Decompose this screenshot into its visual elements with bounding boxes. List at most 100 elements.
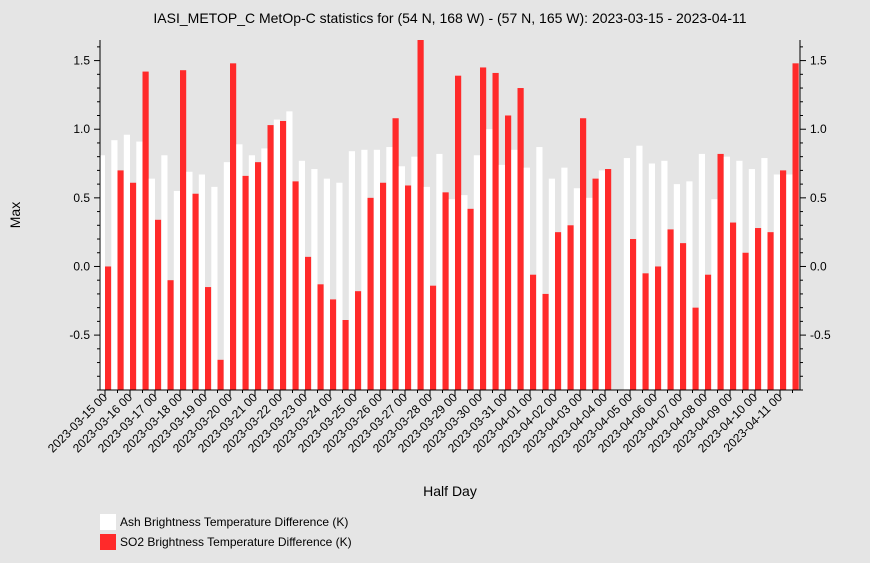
so2-bar bbox=[230, 63, 237, 390]
so2-bar bbox=[180, 70, 187, 390]
ash-bar bbox=[198, 174, 205, 390]
ash-bar bbox=[536, 147, 543, 390]
so2-bar bbox=[692, 307, 699, 390]
y-tick-label-right: 1.0 bbox=[810, 122, 827, 136]
ash-bar bbox=[136, 141, 143, 390]
so2-bar bbox=[355, 291, 362, 390]
so2-bar bbox=[430, 285, 437, 390]
so2-bar bbox=[717, 153, 724, 390]
so2-bar bbox=[255, 162, 262, 390]
ash-bar bbox=[723, 156, 730, 390]
ash-bar bbox=[186, 171, 193, 390]
so2-bar bbox=[542, 293, 549, 390]
so2-bar bbox=[217, 359, 224, 390]
ash-bar bbox=[586, 197, 593, 390]
ash-bar bbox=[548, 178, 555, 390]
ash-bar bbox=[298, 160, 305, 390]
so2-bar bbox=[455, 75, 462, 390]
so2-bar bbox=[480, 67, 487, 390]
so2-bar bbox=[317, 284, 324, 390]
so2-bar bbox=[730, 222, 737, 390]
so2-bar bbox=[580, 118, 587, 391]
ash-bar bbox=[336, 182, 343, 390]
ash-bar bbox=[98, 155, 105, 390]
ash-bar bbox=[386, 147, 393, 390]
x-axis-label: Half Day bbox=[423, 483, 477, 499]
so2-bar bbox=[655, 266, 662, 390]
ash-bar bbox=[448, 199, 455, 390]
ash-bar bbox=[673, 184, 680, 390]
ash-bar bbox=[123, 134, 130, 390]
ash-bar bbox=[161, 155, 168, 390]
ash-bar bbox=[511, 149, 518, 390]
so2-bar bbox=[330, 299, 337, 390]
ash-bar bbox=[648, 163, 655, 390]
legend-label-so2: SO2 Brightness Temperature Difference (K… bbox=[120, 535, 352, 549]
ash-bar bbox=[286, 111, 293, 391]
ash-bar bbox=[636, 145, 643, 390]
ash-bar bbox=[698, 153, 705, 390]
legend-swatch-ash bbox=[100, 514, 116, 530]
so2-bar bbox=[342, 320, 349, 390]
ash-bar bbox=[748, 169, 755, 390]
ash-bar bbox=[273, 119, 280, 391]
ash-bar bbox=[398, 166, 405, 390]
ash-bar bbox=[473, 155, 480, 390]
ash-bar bbox=[261, 148, 268, 390]
so2-bar bbox=[105, 266, 112, 390]
so2-bar bbox=[442, 192, 449, 390]
legend-item-so2: SO2 Brightness Temperature Difference (K… bbox=[100, 532, 352, 552]
ash-bar bbox=[311, 169, 318, 390]
ash-bar bbox=[148, 178, 155, 390]
so2-bar bbox=[267, 125, 274, 390]
y-tick-label-left: 0.5 bbox=[73, 191, 90, 205]
legend: Ash Brightness Temperature Difference (K… bbox=[100, 512, 352, 552]
so2-bar bbox=[505, 115, 512, 391]
y-tick-label-left: -0.5 bbox=[69, 328, 90, 342]
so2-bar bbox=[242, 175, 249, 390]
ash-bar bbox=[436, 153, 443, 390]
y-tick-label-left: 1.0 bbox=[73, 122, 90, 136]
ash-bar bbox=[573, 188, 580, 390]
so2-bar bbox=[155, 219, 162, 390]
y-axis-label: Max bbox=[7, 202, 23, 228]
y-tick-label-left: 1.5 bbox=[73, 54, 90, 68]
so2-bar bbox=[367, 197, 374, 390]
ash-bar bbox=[223, 162, 230, 390]
so2-bar bbox=[130, 182, 137, 390]
ash-bar bbox=[486, 129, 493, 390]
ash-bar bbox=[236, 144, 243, 390]
so2-bar bbox=[530, 274, 537, 390]
ash-bar bbox=[561, 167, 568, 390]
ash-bar bbox=[523, 167, 530, 390]
so2-bar bbox=[642, 273, 649, 390]
y-tick-label-right: 0.5 bbox=[810, 191, 827, 205]
ash-bar bbox=[423, 186, 430, 390]
ash-bar bbox=[248, 155, 255, 390]
so2-bar bbox=[380, 182, 387, 390]
ash-bar bbox=[111, 140, 118, 390]
so2-bar bbox=[517, 88, 524, 390]
so2-bar bbox=[142, 71, 149, 390]
so2-bar bbox=[392, 118, 399, 391]
so2-bar bbox=[755, 228, 762, 390]
so2-bar bbox=[630, 239, 637, 390]
ash-bar bbox=[761, 158, 768, 390]
ash-bar bbox=[686, 181, 693, 390]
so2-bar bbox=[667, 229, 674, 390]
so2-bar bbox=[680, 243, 687, 390]
legend-item-ash: Ash Brightness Temperature Difference (K… bbox=[100, 512, 352, 532]
ash-bar bbox=[323, 178, 330, 390]
ash-bar bbox=[711, 199, 718, 390]
ash-bar bbox=[498, 164, 505, 390]
so2-bar bbox=[742, 252, 749, 390]
ash-bar bbox=[211, 186, 218, 390]
so2-bar bbox=[780, 170, 787, 390]
y-tick-label-right: -0.5 bbox=[810, 328, 831, 342]
ash-bar bbox=[661, 160, 668, 390]
ash-bar bbox=[623, 158, 630, 390]
y-tick-label-right: 0.0 bbox=[810, 259, 827, 273]
so2-bar bbox=[292, 181, 299, 390]
